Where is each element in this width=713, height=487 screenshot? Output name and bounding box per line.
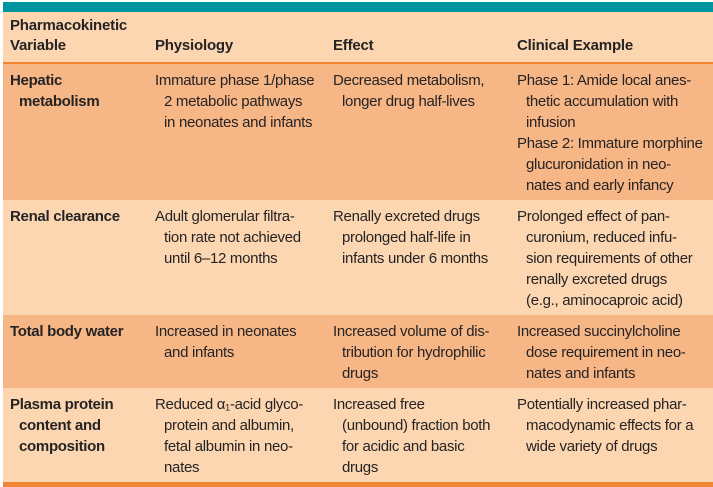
clinical-phase2-text: Phase 2: Immature morphine glucuronidati… (517, 135, 703, 194)
header-physiology: Physiology (155, 37, 234, 54)
cell-physiology: Increased in neonates and infants (155, 315, 333, 367)
cell-variable: Renal clearance (10, 200, 155, 231)
table-row-hepatic-metabolism: Hepatic metabolism Immature phase 1/phas… (3, 64, 713, 200)
header-effect: Effect (333, 37, 374, 54)
cell-variable: Total body water (10, 315, 155, 346)
cell-clinical-example: Phase 1: Amide local anes- thetic accumu… (517, 64, 713, 200)
physiology-text: Reduced α₁-acid glyco- protein and album… (155, 396, 304, 476)
cell-variable: Hepatic metabolism (10, 64, 155, 116)
header-pharmacokinetic-variable: Pharmacokinetic Variable (10, 17, 128, 54)
bottom-accent-bar (3, 482, 713, 487)
variable-text: Total body water (10, 323, 124, 340)
variable-text: Hepatic metabolism (10, 72, 100, 110)
effect-text: Renally excreted drugs prolonged half-li… (333, 208, 488, 267)
header-clinical-example: Clinical Example (517, 37, 634, 54)
cell-physiology: Reduced α₁-acid glyco- protein and album… (155, 388, 333, 482)
effect-text: Increased volume of dis- tribution for h… (333, 323, 490, 382)
table-row-renal-clearance: Renal clearance Adult glomerular filtra-… (3, 200, 713, 315)
table-header-row: Pharmacokinetic Variable Physiology Effe… (3, 12, 713, 64)
effect-text: Decreased metabolism, longer drug half-l… (333, 72, 485, 110)
cell-effect: Increased free (unbound) fraction both f… (333, 388, 517, 482)
physiology-text: Adult glomerular filtra- tion rate not a… (155, 208, 301, 267)
clinical-phase1-text: Phase 1: Amide local anes- thetic accumu… (517, 72, 691, 131)
physiology-text: Increased in neonates and infants (155, 323, 297, 361)
table-row-total-body-water: Total body water Increased in neonates a… (3, 315, 713, 388)
effect-text: Increased free (unbound) fraction both f… (333, 396, 491, 476)
cell-effect: Decreased metabolism, longer drug half-l… (333, 64, 517, 116)
clinical-text: Potentially increased phar- macodynamic … (517, 396, 694, 455)
cell-clinical-example: Prolonged effect of pan- curonium, reduc… (517, 200, 713, 315)
clinical-text: Increased succinylcholine dose requireme… (517, 323, 686, 382)
cell-clinical-example: Potentially increased phar- macodynamic … (517, 388, 713, 461)
cell-physiology: Immature phase 1/phase 2 metabolic pathw… (155, 64, 333, 137)
cell-effect: Renally excreted drugs prolonged half-li… (333, 200, 517, 273)
table-row-plasma-protein: Plasma protein content and composition R… (3, 388, 713, 482)
top-accent-bar (3, 2, 713, 12)
cell-effect: Increased volume of dis- tribution for h… (333, 315, 517, 388)
variable-text: Renal clearance (10, 208, 120, 225)
pharmacokinetic-table: Pharmacokinetic Variable Physiology Effe… (3, 2, 713, 487)
physiology-text: Immature phase 1/phase 2 metabolic pathw… (155, 72, 315, 131)
clinical-text: Prolonged effect of pan- curonium, reduc… (517, 208, 693, 309)
variable-text: Plasma protein content and composition (10, 396, 114, 455)
cell-clinical-example: Increased succinylcholine dose requireme… (517, 315, 713, 388)
cell-variable: Plasma protein content and composition (10, 388, 155, 461)
cell-physiology: Adult glomerular filtra- tion rate not a… (155, 200, 333, 273)
